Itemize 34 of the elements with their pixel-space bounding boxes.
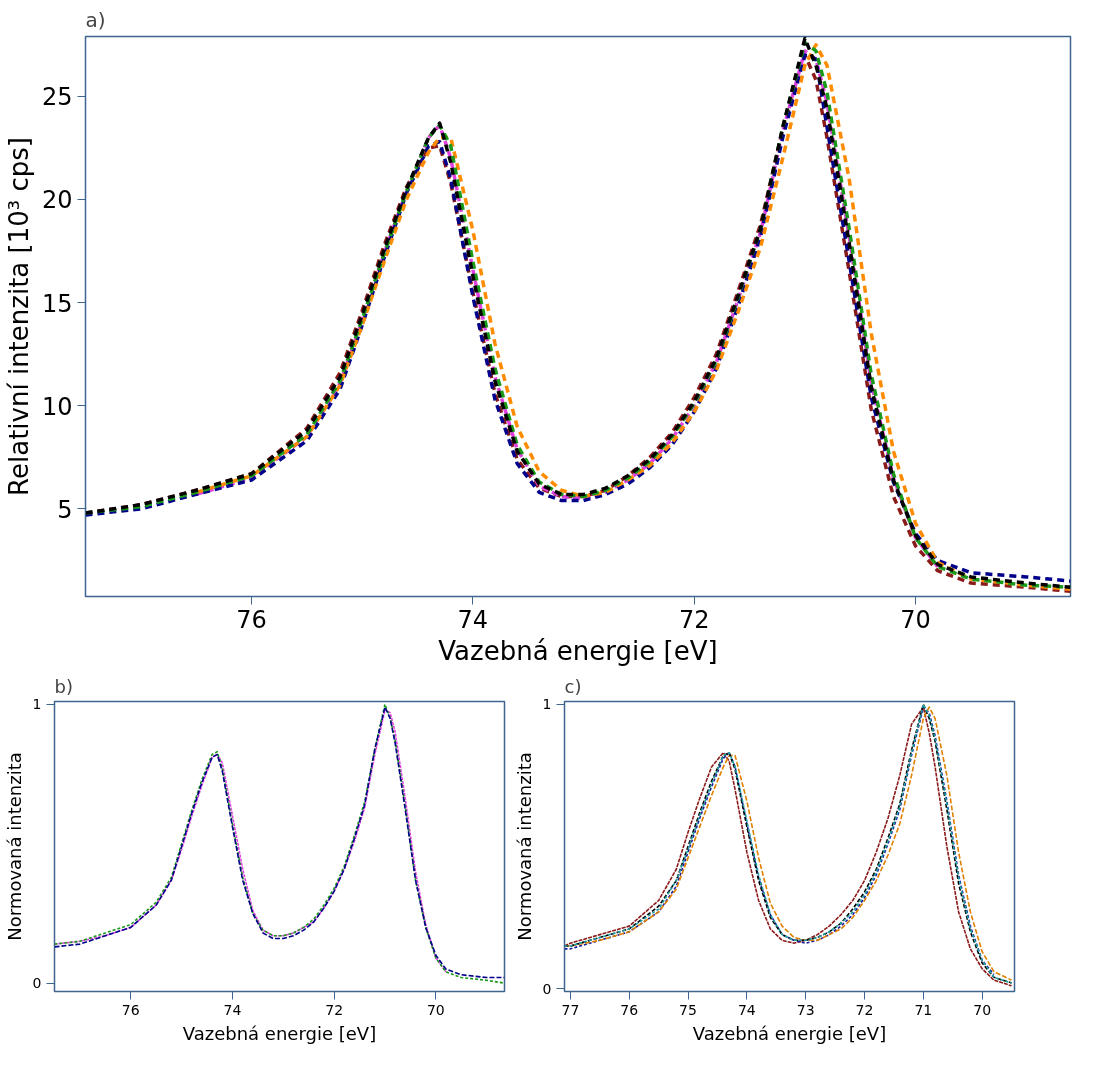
x-tick-label: 76 (236, 605, 267, 634)
y-tick-label: 25 (41, 83, 73, 112)
y-tick-label: 10 (41, 392, 73, 421)
y-tick-label: 1 (542, 696, 552, 713)
x-tick-label: 74 (223, 1001, 242, 1018)
x-tick-label: 74 (737, 1001, 756, 1018)
y-tick-label: 20 (41, 186, 73, 215)
y-tick-label: 15 (41, 289, 73, 318)
x-tick-label: 73 (796, 1001, 815, 1018)
x-tick-label: 75 (679, 1001, 697, 1018)
chart-title: c) (564, 675, 582, 697)
y-tick-label: 0 (32, 975, 42, 992)
x-tick-label: 72 (678, 605, 710, 634)
chart-title: a) (85, 7, 106, 32)
y-axis-title: Relativní intenzita [10³ cps] (3, 137, 34, 496)
x-tick-label: 70 (426, 1001, 445, 1018)
x-tick-label: 71 (914, 1001, 933, 1018)
x-axis-title: Vazebná energie [eV] (438, 635, 718, 666)
x-tick-label: 72 (855, 1001, 874, 1018)
x-tick-label: 70 (973, 1001, 992, 1018)
x-axis-title: Vazebná energie [eV] (182, 1022, 377, 1044)
y-axis-title: Normovaná intenzita (3, 752, 25, 941)
x-tick-label: 70 (900, 605, 931, 634)
y-tick-label: 1 (32, 696, 42, 713)
y-axis-title: Normovaná intenzita (513, 752, 535, 941)
chart-title: b) (54, 675, 73, 697)
x-tick-label: 76 (121, 1001, 140, 1018)
x-tick-label: 77 (561, 1001, 580, 1018)
x-tick-label: 76 (620, 1001, 639, 1018)
y-tick-label: 0 (542, 980, 552, 997)
x-tick-label: 74 (457, 605, 489, 634)
y-tick-label: 5 (57, 495, 73, 524)
x-tick-label: 72 (325, 1001, 344, 1018)
x-axis-title: Vazebná energie [eV] (692, 1022, 887, 1044)
